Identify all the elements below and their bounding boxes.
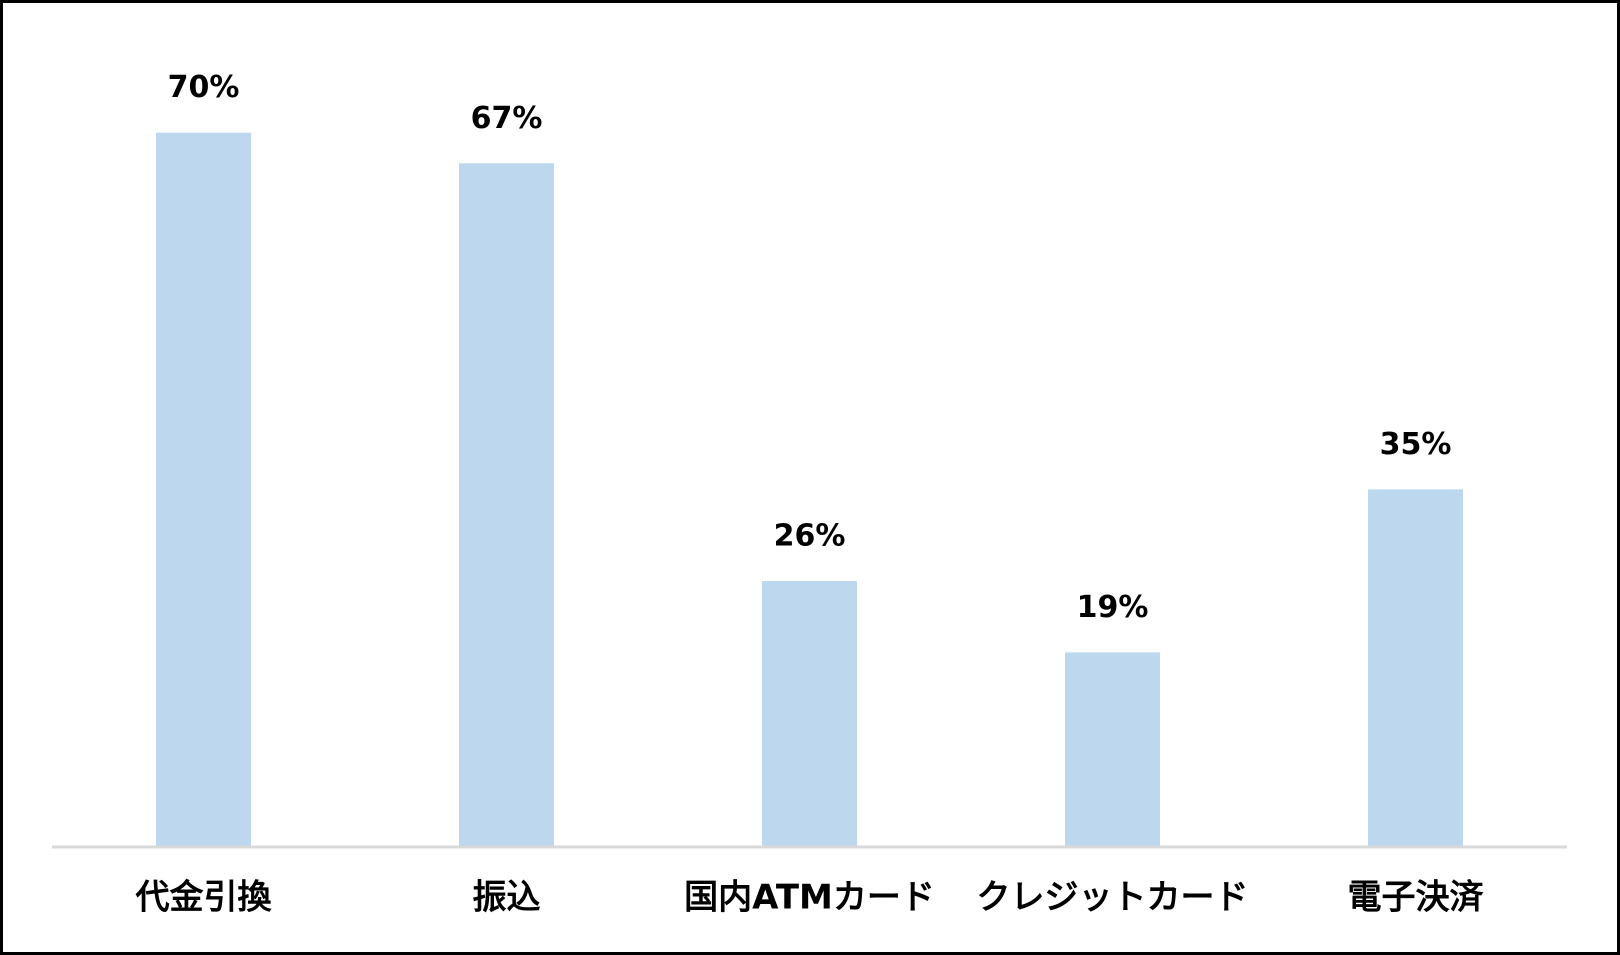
data-label: 70% — [168, 70, 240, 105]
x-tick-label: 代金引換 — [135, 878, 273, 918]
data-label: 19% — [1077, 590, 1149, 625]
x-tick-label: 電子決済 — [1348, 878, 1485, 918]
bar — [156, 132, 251, 846]
bar — [762, 581, 857, 846]
data-label: 67% — [471, 101, 543, 136]
bar — [1065, 652, 1160, 846]
data-label: 35% — [1380, 427, 1452, 462]
bar — [1368, 489, 1463, 846]
bar — [459, 163, 554, 846]
data-label: 26% — [774, 519, 846, 554]
x-tick-label: 国内ATMカード — [684, 878, 935, 918]
x-tick-label: クレジットカード — [977, 878, 1249, 918]
x-tick-label: 振込 — [473, 878, 541, 918]
